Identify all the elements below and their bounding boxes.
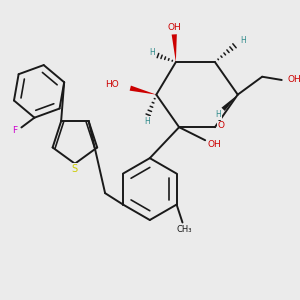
Text: OH: OH (287, 75, 300, 84)
Polygon shape (130, 85, 156, 94)
Text: OH: OH (207, 140, 221, 148)
Text: O: O (217, 122, 224, 130)
Text: H: H (215, 110, 221, 119)
Text: H: H (240, 36, 245, 45)
Text: H: H (144, 117, 150, 126)
Polygon shape (172, 34, 177, 62)
Text: F: F (12, 126, 17, 135)
Polygon shape (221, 94, 238, 111)
Text: OH: OH (167, 23, 181, 32)
Text: HO: HO (105, 80, 119, 89)
Text: S: S (72, 164, 78, 174)
Text: CH₃: CH₃ (176, 225, 192, 234)
Text: H: H (149, 48, 155, 57)
